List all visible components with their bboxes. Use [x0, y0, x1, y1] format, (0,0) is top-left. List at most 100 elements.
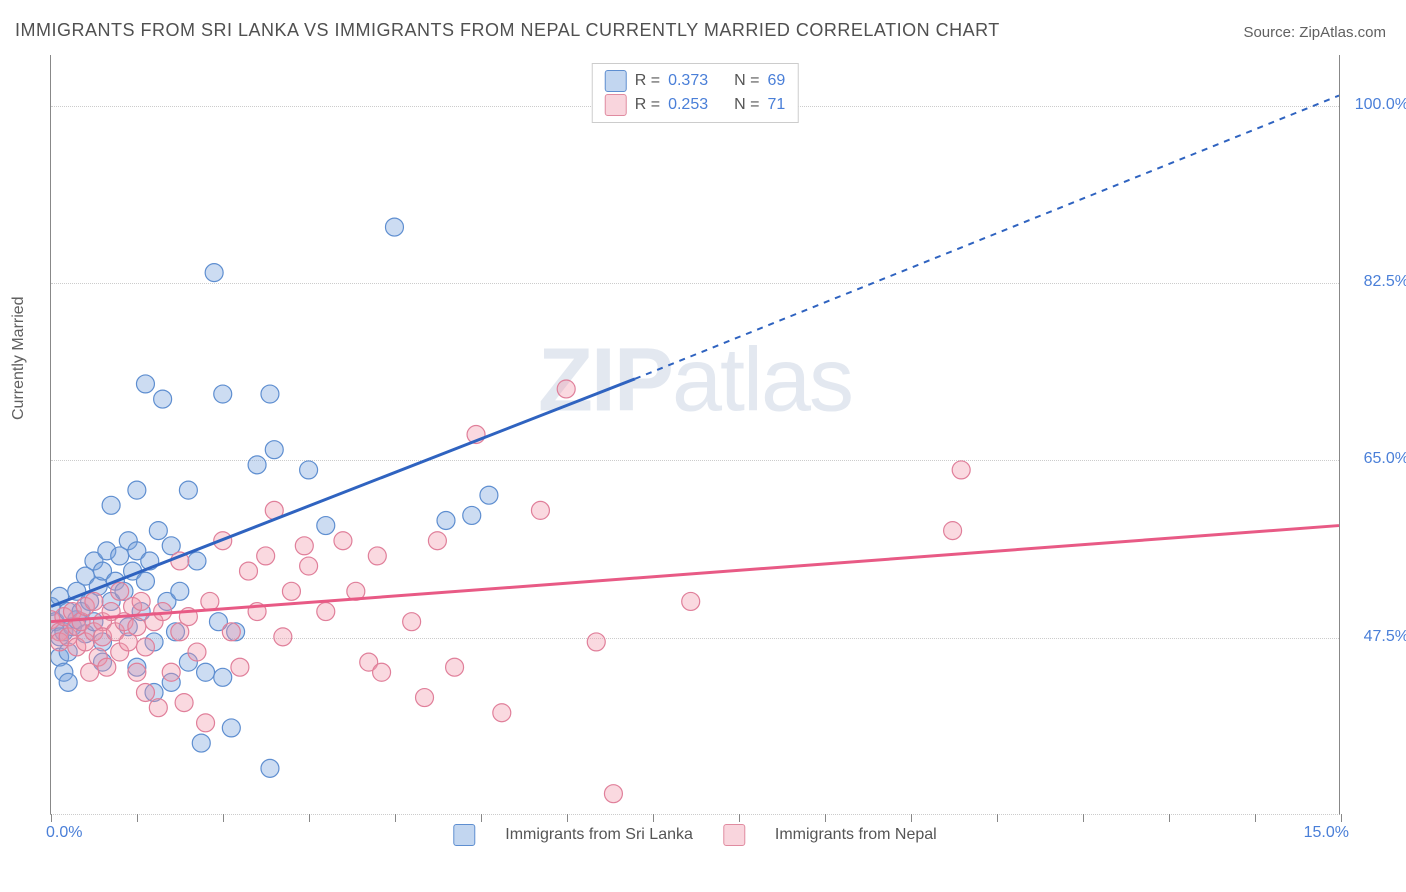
x-tick-min: 0.0%	[46, 824, 82, 842]
legend-label-sri-lanka: Immigrants from Sri Lanka	[505, 826, 693, 844]
data-point	[274, 628, 292, 646]
data-point	[188, 643, 206, 661]
data-point	[197, 714, 215, 732]
data-point	[136, 638, 154, 656]
data-point	[248, 456, 266, 474]
x-tick-mark	[1255, 814, 1256, 822]
data-point	[136, 375, 154, 393]
x-tick-mark	[309, 814, 310, 822]
data-point	[416, 689, 434, 707]
data-point	[480, 486, 498, 504]
x-tick-max: 15.0%	[1304, 824, 1349, 842]
x-tick-mark	[51, 814, 52, 822]
data-point	[136, 684, 154, 702]
x-tick-mark	[481, 814, 482, 822]
data-point	[317, 603, 335, 621]
x-tick-mark	[137, 814, 138, 822]
data-point	[437, 512, 455, 530]
data-point	[192, 734, 210, 752]
data-point	[295, 537, 313, 555]
data-point	[102, 496, 120, 514]
swatch-icon	[453, 824, 475, 846]
data-point	[428, 532, 446, 550]
n-value: 71	[767, 96, 785, 114]
x-tick-mark	[395, 814, 396, 822]
data-point	[261, 385, 279, 403]
data-point	[128, 481, 146, 499]
data-point	[385, 218, 403, 236]
data-point	[188, 552, 206, 570]
legend-label-nepal: Immigrants from Nepal	[775, 826, 937, 844]
data-point	[368, 547, 386, 565]
stats-legend: R = 0.373 N = 69 R = 0.253 N = 71	[592, 63, 799, 123]
stats-row-nepal: R = 0.253 N = 71	[605, 94, 786, 116]
y-axis-label: Currently Married	[10, 296, 28, 420]
x-tick-mark	[911, 814, 912, 822]
y-tick-label: 65.0%	[1349, 450, 1406, 468]
x-tick-mark	[1169, 814, 1170, 822]
y-tick-label: 100.0%	[1349, 96, 1406, 114]
data-point	[604, 785, 622, 803]
data-point	[214, 385, 232, 403]
data-point	[205, 264, 223, 282]
data-point	[463, 506, 481, 524]
data-point	[682, 592, 700, 610]
data-point	[128, 618, 146, 636]
n-value: 69	[767, 72, 785, 90]
data-point	[446, 658, 464, 676]
chart-svg	[51, 55, 1339, 814]
trend-line-extrapolated	[635, 96, 1339, 379]
data-point	[201, 592, 219, 610]
data-point	[334, 532, 352, 550]
y-tick-label: 47.5%	[1349, 628, 1406, 646]
x-tick-mark	[223, 814, 224, 822]
n-label: N =	[734, 72, 759, 90]
data-point	[175, 694, 193, 712]
data-point	[231, 658, 249, 676]
chart-title: IMMIGRANTS FROM SRI LANKA VS IMMIGRANTS …	[15, 20, 1000, 41]
stats-row-sri-lanka: R = 0.373 N = 69	[605, 70, 786, 92]
data-point	[136, 572, 154, 590]
data-point	[149, 699, 167, 717]
data-point	[179, 481, 197, 499]
data-point	[317, 517, 335, 535]
x-tick-mark	[997, 814, 998, 822]
r-label: R =	[635, 72, 660, 90]
data-point	[257, 547, 275, 565]
data-point	[265, 441, 283, 459]
data-point	[403, 613, 421, 631]
data-point	[952, 461, 970, 479]
data-point	[944, 522, 962, 540]
x-tick-mark	[653, 814, 654, 822]
data-point	[240, 562, 258, 580]
data-point	[493, 704, 511, 722]
r-value: 0.373	[668, 72, 708, 90]
x-tick-mark	[567, 814, 568, 822]
swatch-icon	[605, 70, 627, 92]
data-point	[261, 759, 279, 777]
swatch-icon	[723, 824, 745, 846]
data-point	[162, 663, 180, 681]
data-point	[300, 557, 318, 575]
data-point	[149, 522, 167, 540]
data-point	[197, 663, 215, 681]
x-tick-mark	[1083, 814, 1084, 822]
data-point	[111, 582, 129, 600]
x-tick-mark	[825, 814, 826, 822]
data-point	[587, 633, 605, 651]
series-legend: Immigrants from Sri Lanka Immigrants fro…	[453, 824, 936, 846]
data-point	[282, 582, 300, 600]
data-point	[373, 663, 391, 681]
source-attribution: Source: ZipAtlas.com	[1243, 24, 1386, 41]
swatch-icon	[605, 94, 627, 116]
data-point	[85, 592, 103, 610]
n-label: N =	[734, 96, 759, 114]
data-point	[154, 390, 172, 408]
data-point	[98, 658, 116, 676]
x-tick-mark	[739, 814, 740, 822]
data-point	[300, 461, 318, 479]
data-point	[222, 623, 240, 641]
data-point	[214, 668, 232, 686]
data-point	[531, 501, 549, 519]
data-point	[557, 380, 575, 398]
